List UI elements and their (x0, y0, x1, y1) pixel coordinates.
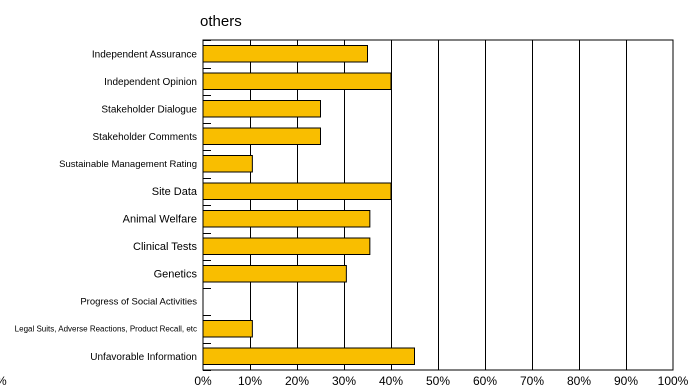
category-label: Stakeholder Comments (93, 132, 198, 143)
category-label: Clinical Tests (133, 241, 197, 253)
left-edge-pct-label: % (0, 374, 7, 387)
category-label: Site Data (152, 186, 198, 198)
x-tick-label: 20% (285, 374, 309, 387)
bars (202, 45, 415, 365)
category-label: Genetics (154, 269, 198, 281)
bar (202, 100, 321, 118)
category-label: Legal Suits, Adverse Reactions, Product … (15, 325, 197, 334)
x-tick-label: 60% (473, 374, 497, 387)
bar (202, 155, 253, 173)
bar (202, 237, 371, 255)
bar (202, 347, 415, 365)
bar (202, 127, 321, 145)
bar (202, 72, 392, 90)
x-tick-label: 10% (238, 374, 262, 387)
bar (202, 182, 392, 200)
bar (202, 265, 347, 283)
x-tick-label: 90% (614, 374, 638, 387)
bar (202, 320, 253, 338)
x-tick-label: 0% (194, 374, 212, 387)
x-tick-labels: 0% 10% 20% 30% 40% 50% 60% 70% 80% 90% 100% (194, 374, 688, 387)
category-labels: Independent Assurance Independent Opinion… (15, 40, 211, 371)
category-label: Unfavorable Information (90, 352, 197, 363)
x-tick-label: 100% (658, 374, 689, 387)
bar (202, 45, 368, 63)
category-label: Independent Opinion (104, 77, 197, 88)
category-label: Animal Welfare (123, 214, 197, 226)
plot-frame (202, 39, 674, 371)
x-tick-label: 50% (426, 374, 450, 387)
x-tick-label: 40% (379, 374, 403, 387)
category-label: Progress of Social Activities (80, 297, 197, 308)
category-label: Sustainable Management Rating (59, 159, 197, 170)
bar (202, 210, 371, 228)
grid-lines (250, 40, 627, 370)
category-label: Stakeholder Dialogue (101, 104, 197, 115)
chart-title: others (200, 13, 242, 30)
x-tick-label: 70% (520, 374, 544, 387)
x-tick-label: 30% (332, 374, 356, 387)
category-label: Independent Assurance (92, 49, 198, 60)
x-tick-label: 80% (567, 374, 591, 387)
